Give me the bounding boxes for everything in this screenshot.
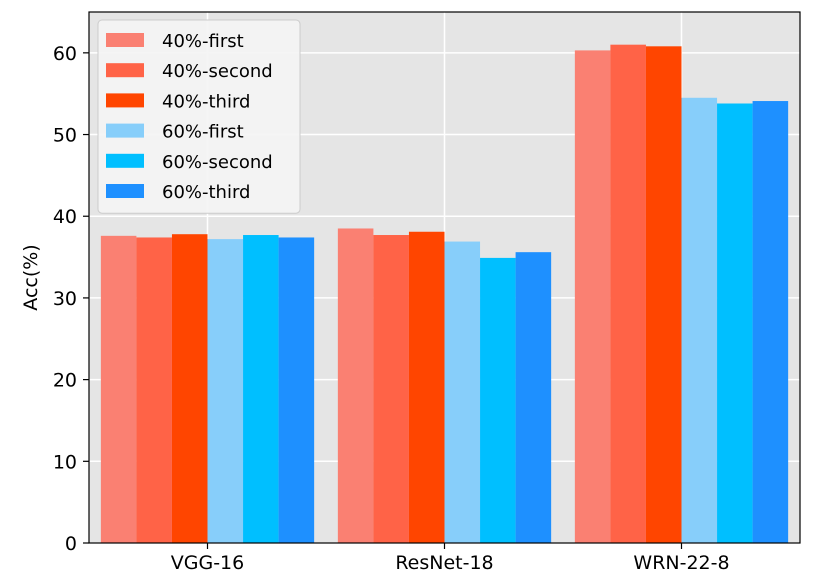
- bar-60%-second-WRN-22-8: [717, 103, 753, 543]
- legend-swatch-40%-first: [106, 33, 144, 47]
- bar-40%-second-WRN-22-8: [610, 44, 646, 544]
- bar-60%-first-ResNet-18: [444, 241, 481, 543]
- bar-40%-second-ResNet-18: [373, 235, 409, 543]
- bar-60%-third-ResNet-18: [515, 252, 552, 543]
- bars: [100, 44, 789, 544]
- bar-60%-third-VGG-16: [278, 237, 315, 543]
- legend-label: 60%-third: [162, 182, 250, 203]
- legend-swatch-40%-second: [106, 63, 144, 78]
- bar-60%-second-VGG-16: [243, 235, 279, 543]
- y-tick-label: 0: [65, 533, 77, 555]
- bar-40%-first-VGG-16: [100, 235, 137, 544]
- bar-60%-first-VGG-16: [207, 239, 244, 543]
- legend-swatch-60%-third: [106, 184, 144, 198]
- legend-label: 40%-first: [162, 31, 244, 52]
- bar-40%-third-ResNet-18: [408, 231, 445, 543]
- x-tick-label: VGG-16: [171, 552, 244, 574]
- legend-label: 40%-second: [162, 61, 273, 82]
- x-tick-label: WRN-22-8: [633, 552, 729, 574]
- bar-40%-first-ResNet-18: [337, 228, 374, 543]
- x-axis: VGG-16 ResNet-18 WRN-22-8: [171, 543, 730, 574]
- legend-swatch-60%-second: [106, 153, 144, 168]
- legend-label: 40%-third: [162, 91, 250, 112]
- bar-40%-third-VGG-16: [171, 234, 208, 544]
- y-tick-label: 40: [53, 206, 77, 228]
- legend-swatch-60%-first: [106, 123, 144, 138]
- bar-60%-first-WRN-22-8: [681, 97, 718, 544]
- bar-60%-third-WRN-22-8: [752, 101, 789, 543]
- legend-swatch-40%-third: [106, 93, 144, 108]
- bar-40%-third-WRN-22-8: [645, 46, 682, 544]
- legend-label: 60%-second: [162, 152, 273, 173]
- x-tick-label: ResNet-18: [395, 552, 493, 574]
- y-tick-label: 20: [53, 370, 77, 392]
- bar-40%-second-VGG-16: [136, 237, 172, 543]
- y-tick-label: 60: [53, 43, 77, 65]
- y-tick-label: 50: [53, 125, 77, 147]
- legend: 40%-first 40%-second 40%-third 60%-first 60%…: [97, 19, 301, 214]
- y-tick-label: 10: [53, 451, 77, 473]
- y-axis: 0 10 20 30 40 50 60: [53, 43, 89, 555]
- legend-box: [97, 19, 301, 214]
- y-tick-label: 30: [53, 288, 77, 310]
- bar-60%-second-ResNet-18: [480, 257, 516, 543]
- bar-40%-first-WRN-22-8: [574, 50, 611, 543]
- y-axis-label: Acc(%): [20, 244, 42, 310]
- legend-label: 60%-first: [162, 122, 244, 143]
